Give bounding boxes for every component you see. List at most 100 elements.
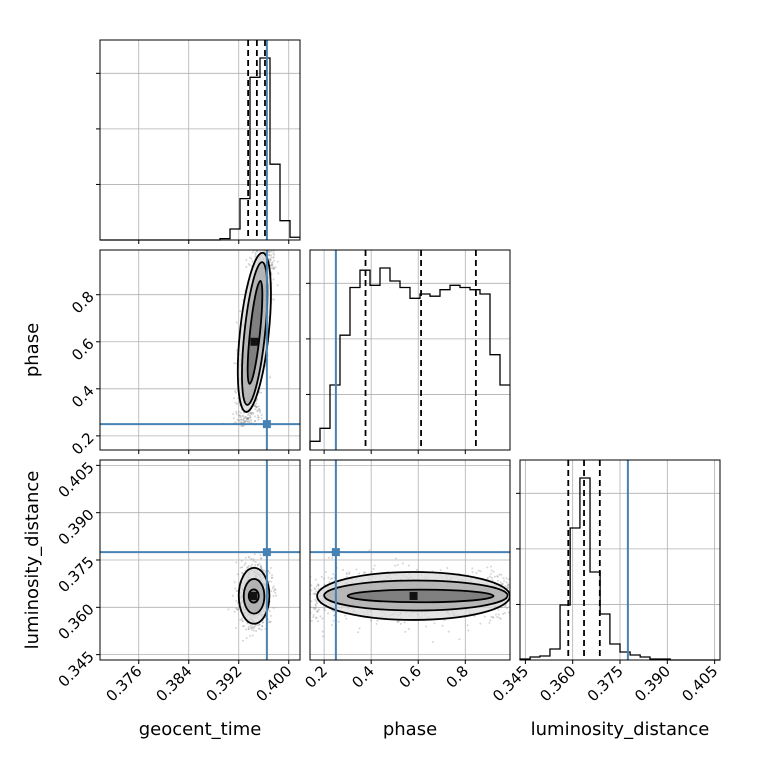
sample-point: [237, 608, 240, 611]
sample-point: [261, 621, 264, 624]
histogram-step-line: [309, 267, 510, 450]
sample-point: [330, 578, 333, 581]
sample-point: [253, 553, 256, 556]
sample-point: [274, 591, 277, 594]
sample-point: [249, 634, 252, 637]
sample-point: [250, 627, 253, 630]
x-tick-label: 0.375: [584, 662, 627, 705]
sample-point: [502, 613, 505, 616]
sample-point: [248, 414, 251, 417]
sample-point: [241, 418, 244, 421]
sample-point: [262, 247, 264, 249]
sample-point: [317, 583, 320, 586]
sample-point: [250, 257, 253, 260]
sample-point: [446, 566, 449, 569]
sample-point: [272, 256, 275, 259]
sample-point: [257, 416, 260, 419]
sample-point: [235, 403, 238, 406]
sample-point: [314, 603, 317, 606]
density-peak: [250, 337, 259, 346]
sample-point: [237, 419, 240, 422]
sample-point: [439, 569, 442, 572]
sample-point: [266, 245, 268, 247]
sample-point: [507, 611, 510, 614]
sample-point: [268, 251, 271, 254]
sample-point: [272, 298, 275, 301]
sample-point: [250, 565, 253, 568]
sample-point: [250, 412, 253, 415]
sample-point: [244, 419, 247, 422]
sample-point: [239, 416, 242, 419]
sample-point: [233, 581, 236, 584]
sample-point: [262, 569, 265, 572]
sample-point: [273, 267, 276, 270]
sample-point: [272, 267, 275, 270]
sample-point: [248, 264, 251, 267]
sample-point: [268, 253, 271, 256]
sample-point: [252, 246, 254, 248]
panel-phase-vs-geocent-time: [99, 241, 301, 451]
sample-point: [233, 362, 236, 365]
sample-point: [499, 581, 502, 584]
sample-point: [251, 260, 254, 263]
sample-point: [254, 408, 257, 411]
sample-point: [505, 577, 508, 580]
x-tick-label: 0.345: [489, 662, 532, 705]
sample-point: [254, 253, 257, 256]
sample-point: [277, 272, 280, 275]
sample-point: [235, 589, 238, 592]
sample-point: [321, 617, 324, 620]
sample-point: [263, 245, 265, 247]
sample-point: [248, 556, 251, 559]
sample-point: [267, 241, 269, 243]
sample-point: [447, 630, 450, 633]
sample-point: [260, 557, 263, 560]
sample-point: [344, 614, 347, 617]
sample-point: [260, 566, 263, 569]
sample-point: [253, 626, 256, 629]
sample-point: [235, 410, 238, 413]
sample-point: [358, 627, 361, 630]
sample-point: [244, 420, 247, 423]
sample-point: [507, 583, 510, 586]
sample-point: [507, 583, 510, 586]
sample-point: [260, 414, 263, 417]
sample-point: [235, 607, 238, 610]
sample-point: [239, 566, 242, 569]
sample-point: [242, 415, 245, 418]
sample-point: [264, 242, 266, 244]
sample-point: [241, 566, 244, 569]
sample-point: [261, 248, 263, 250]
sample-point: [271, 587, 274, 590]
sample-point: [273, 253, 276, 256]
sample-point: [256, 416, 259, 419]
ylabel-luminosity-distance: luminosity_distance: [22, 471, 43, 650]
sample-point: [269, 241, 271, 243]
sample-point: [235, 608, 238, 611]
panel-frame: [309, 459, 511, 661]
sample-point: [491, 616, 494, 619]
sample-point: [247, 417, 250, 420]
sample-point: [252, 560, 255, 563]
sample-point: [262, 247, 264, 249]
sample-point: [401, 562, 404, 565]
sample-point: [247, 414, 250, 417]
sample-point: [324, 570, 327, 573]
sample-point: [256, 414, 259, 417]
sample-point: [270, 256, 273, 259]
sample-point: [233, 610, 236, 613]
sample-point: [316, 610, 319, 613]
sample-point: [249, 416, 252, 419]
xlabel-phase: phase: [383, 719, 437, 740]
sample-point: [270, 267, 273, 270]
sample-point: [234, 587, 237, 590]
sample-point: [247, 625, 250, 628]
sample-point: [271, 261, 274, 264]
sample-point: [247, 564, 250, 567]
sample-point: [249, 624, 252, 627]
sample-point: [267, 621, 270, 624]
sample-point: [273, 259, 276, 262]
sample-point: [332, 610, 335, 613]
sample-point: [330, 624, 333, 627]
sample-point: [249, 411, 252, 414]
